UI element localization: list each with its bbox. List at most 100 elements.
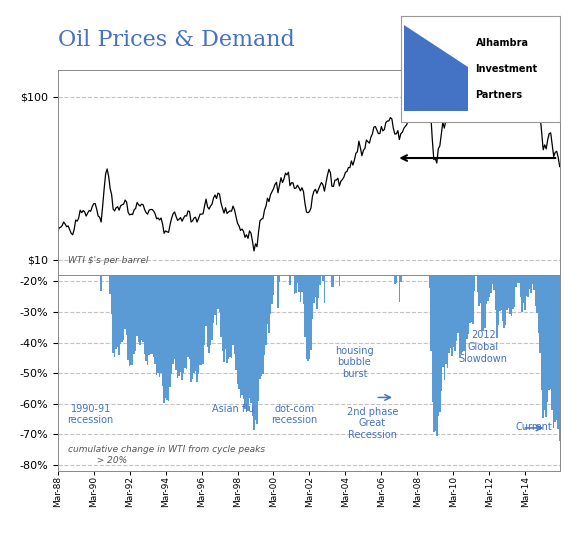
- Bar: [140, 221, 141, 345]
- Bar: [171, 221, 173, 374]
- Bar: [238, 221, 240, 389]
- Bar: [150, 221, 151, 353]
- Bar: [181, 221, 183, 380]
- Bar: [504, 221, 505, 328]
- Bar: [489, 221, 490, 297]
- Bar: [519, 221, 520, 283]
- Bar: [204, 221, 205, 345]
- Text: Investment: Investment: [475, 64, 538, 74]
- Bar: [505, 221, 507, 325]
- Bar: [299, 221, 301, 302]
- Bar: [115, 221, 117, 349]
- Bar: [235, 221, 237, 371]
- Bar: [459, 221, 460, 358]
- Bar: [250, 221, 252, 403]
- Bar: [159, 221, 160, 377]
- Bar: [118, 221, 120, 355]
- Bar: [451, 221, 452, 356]
- Bar: [297, 221, 298, 283]
- Bar: [258, 221, 259, 401]
- Bar: [174, 221, 175, 359]
- Bar: [261, 221, 262, 375]
- Bar: [113, 221, 114, 353]
- Text: WTI $'s per barrel: WTI $'s per barrel: [68, 256, 148, 265]
- Bar: [463, 221, 464, 351]
- Bar: [237, 221, 238, 384]
- Bar: [477, 221, 478, 292]
- Bar: [554, 221, 556, 422]
- Bar: [499, 221, 500, 311]
- Bar: [183, 221, 184, 373]
- Bar: [404, 25, 467, 111]
- Bar: [544, 221, 545, 410]
- Bar: [532, 221, 534, 285]
- Bar: [339, 221, 340, 286]
- Bar: [271, 221, 273, 305]
- Bar: [318, 221, 319, 298]
- Bar: [126, 221, 128, 335]
- Bar: [508, 221, 509, 308]
- Bar: [114, 221, 115, 357]
- Bar: [246, 221, 248, 405]
- Bar: [512, 221, 514, 309]
- Bar: [523, 221, 524, 303]
- Bar: [553, 221, 554, 428]
- Bar: [478, 221, 479, 306]
- Bar: [481, 221, 482, 331]
- Bar: [151, 221, 153, 353]
- Bar: [244, 221, 246, 410]
- Bar: [310, 221, 312, 350]
- Bar: [160, 221, 162, 373]
- Bar: [267, 221, 268, 324]
- Bar: [524, 221, 526, 310]
- Bar: [301, 221, 303, 292]
- Bar: [192, 221, 193, 379]
- Bar: [256, 221, 258, 424]
- Bar: [125, 221, 126, 329]
- Bar: [110, 221, 111, 294]
- Bar: [509, 221, 511, 314]
- Bar: [448, 221, 449, 353]
- Text: dot-com
recession: dot-com recession: [271, 404, 317, 425]
- Bar: [464, 221, 466, 354]
- Bar: [298, 221, 299, 292]
- Text: Alhambra: Alhambra: [475, 38, 529, 48]
- Bar: [195, 221, 196, 371]
- Bar: [168, 221, 169, 401]
- Bar: [178, 221, 180, 375]
- Bar: [233, 221, 234, 345]
- Bar: [180, 221, 181, 372]
- Bar: [175, 221, 177, 370]
- Bar: [226, 221, 228, 363]
- Bar: [324, 221, 325, 302]
- Bar: [434, 221, 436, 431]
- Bar: [447, 221, 448, 368]
- Bar: [472, 221, 474, 324]
- Bar: [138, 221, 140, 342]
- Bar: [279, 221, 280, 282]
- Bar: [193, 221, 195, 373]
- Bar: [304, 221, 306, 338]
- Bar: [121, 221, 123, 342]
- Bar: [249, 221, 250, 399]
- Bar: [145, 221, 147, 361]
- Bar: [303, 221, 304, 304]
- Bar: [240, 221, 241, 398]
- Bar: [309, 221, 310, 359]
- Text: 1990-91
recession: 1990-91 recession: [68, 404, 114, 425]
- Bar: [273, 221, 274, 295]
- Bar: [155, 221, 156, 364]
- Bar: [141, 221, 143, 340]
- Bar: [252, 221, 253, 416]
- Bar: [529, 221, 530, 289]
- Bar: [199, 221, 201, 365]
- Bar: [203, 221, 204, 364]
- Bar: [502, 221, 504, 321]
- Bar: [312, 221, 313, 319]
- Bar: [228, 221, 229, 359]
- Bar: [201, 221, 203, 365]
- Bar: [534, 221, 535, 289]
- Bar: [542, 221, 544, 418]
- Bar: [394, 221, 396, 284]
- Text: Asian flu: Asian flu: [212, 404, 254, 413]
